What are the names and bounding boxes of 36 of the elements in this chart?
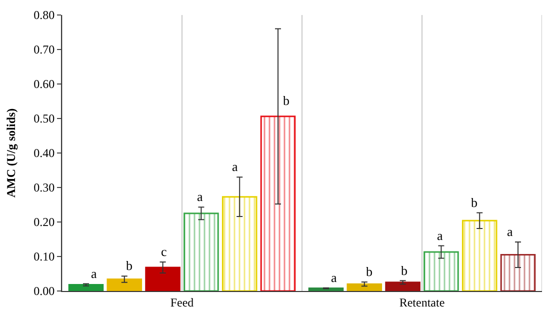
data-label: a — [507, 224, 513, 239]
bar — [424, 251, 459, 291]
data-label: c — [161, 244, 167, 259]
y-tick-label: 0.20 — [34, 215, 55, 230]
data-label: a — [197, 189, 203, 204]
bar — [222, 196, 258, 291]
bar — [462, 220, 498, 291]
bar — [500, 254, 536, 291]
data-label: a — [91, 266, 97, 281]
y-tick-label: 0.10 — [34, 250, 55, 264]
y-tick-label: 0.00 — [34, 284, 55, 298]
bar — [106, 278, 142, 291]
y-tick-label: 0.30 — [34, 180, 55, 195]
y-tick-label: 0.50 — [34, 112, 55, 126]
bar — [184, 212, 219, 291]
data-label: b — [126, 258, 132, 273]
data-label: b — [366, 264, 372, 279]
data-label: b — [471, 195, 478, 210]
y-axis-title: AMC (U/g solids) — [4, 108, 18, 198]
data-label: b — [401, 263, 408, 278]
bar — [260, 116, 296, 291]
x-tick-label: Feed — [170, 295, 194, 310]
y-tick-label: 0.80 — [34, 8, 55, 22]
bar — [385, 282, 420, 291]
data-label: a — [331, 270, 337, 285]
y-tick-label: 0.40 — [34, 146, 55, 160]
y-tick-label: 0.60 — [34, 77, 55, 92]
data-label: a — [437, 228, 443, 243]
y-tick-label: 0.70 — [34, 42, 55, 57]
data-label: a — [232, 159, 238, 174]
x-tick-label: Retentate — [399, 295, 445, 310]
bar — [308, 287, 344, 291]
bar — [145, 266, 180, 291]
bar — [68, 284, 104, 291]
bar — [346, 283, 382, 291]
data-label: b — [283, 93, 290, 108]
